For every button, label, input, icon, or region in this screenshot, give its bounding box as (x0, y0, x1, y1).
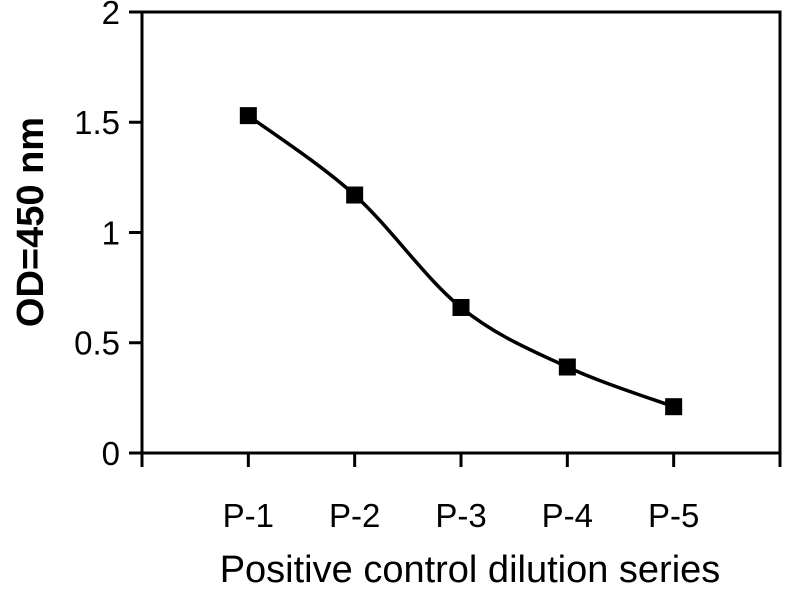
data-point-marker (558, 358, 576, 376)
x-category-label: P-5 (648, 497, 699, 534)
y-tick-label: 0.5 (74, 325, 120, 362)
y-axis-title: OD=450 nm (10, 116, 52, 328)
x-category-label: P-2 (329, 497, 380, 534)
data-point-marker (346, 186, 364, 204)
x-category-label: P-4 (542, 497, 593, 534)
y-tick-label: 2 (102, 0, 120, 31)
data-point-marker (665, 398, 683, 416)
y-tick-label: 1 (102, 214, 120, 251)
data-point-marker (239, 107, 257, 125)
x-category-label: P-3 (435, 497, 486, 534)
series-line (247, 114, 675, 409)
x-axis-title: Positive control dilution series (219, 549, 721, 591)
x-category-label: P-1 (223, 497, 274, 534)
y-tick-label: 1.5 (74, 104, 120, 141)
y-tick-label: 0 (102, 435, 120, 472)
plot-border (140, 10, 782, 455)
data-point-marker (452, 298, 470, 316)
